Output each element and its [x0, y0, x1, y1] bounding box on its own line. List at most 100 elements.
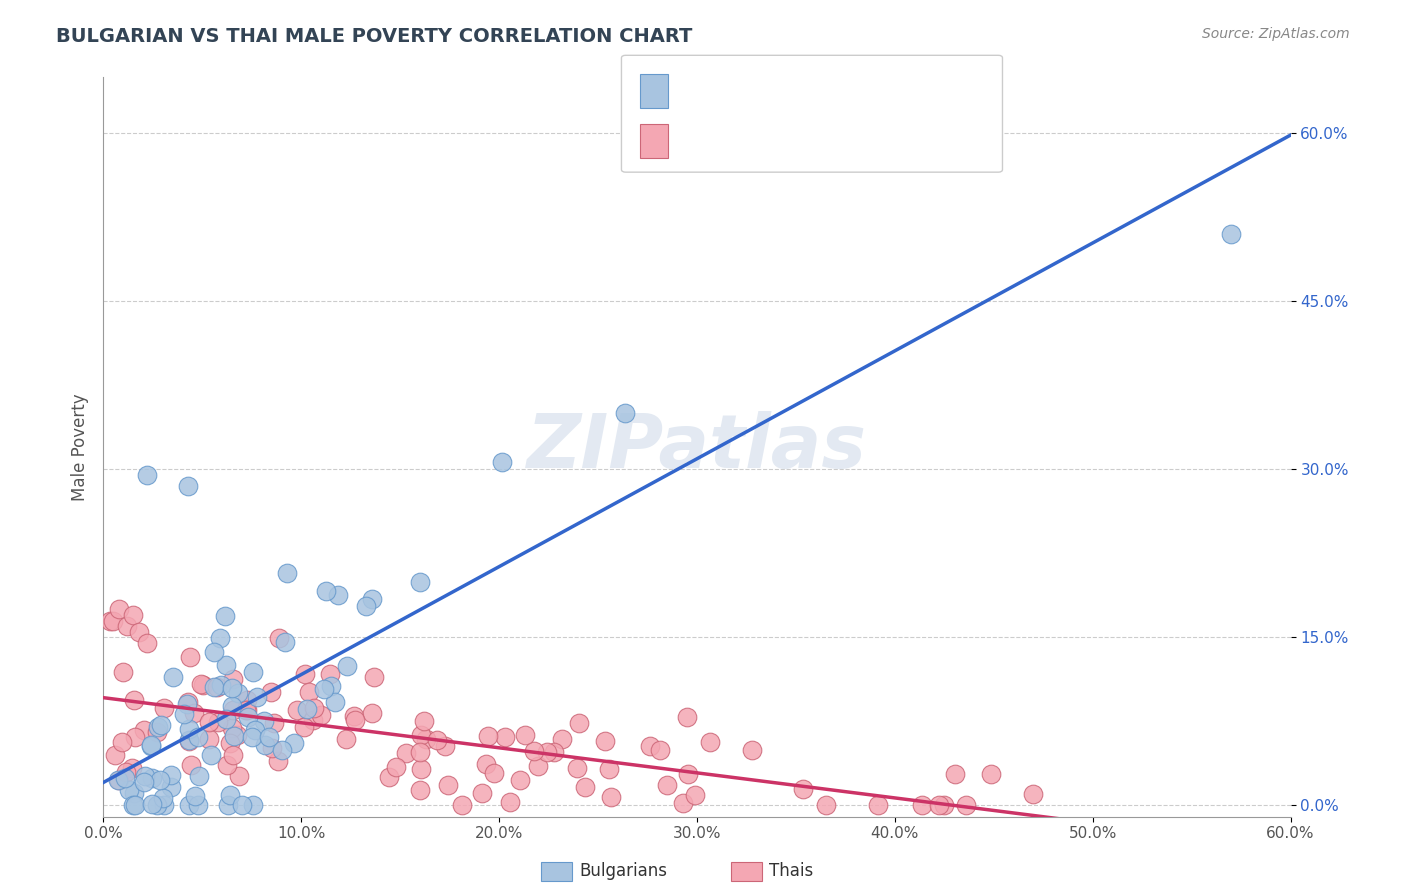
Point — [254, 738, 277, 752]
Point — [231, 798, 253, 813]
Y-axis label: Male Poverty: Male Poverty — [72, 393, 89, 500]
Point — [246, 690, 269, 705]
Point — [361, 706, 384, 720]
Point — [107, 772, 129, 787]
Point — [1022, 787, 1045, 801]
Point — [527, 758, 550, 772]
Point — [100, 614, 122, 628]
Point — [513, 727, 536, 741]
Point — [191, 678, 214, 692]
Point — [132, 774, 155, 789]
Point — [177, 798, 200, 813]
Point — [124, 786, 146, 800]
Text: -0.625: -0.625 — [728, 128, 793, 146]
Point — [209, 631, 232, 645]
Point — [225, 728, 247, 742]
Point — [114, 771, 136, 785]
Point — [491, 455, 513, 469]
Point — [124, 798, 146, 813]
Point — [176, 697, 198, 711]
Point — [295, 702, 318, 716]
Point — [160, 780, 183, 794]
Text: Thais: Thais — [769, 863, 813, 880]
Point — [415, 731, 437, 746]
Point — [792, 782, 814, 797]
Point — [242, 665, 264, 679]
Point — [699, 735, 721, 749]
Point — [363, 670, 385, 684]
Point — [437, 779, 460, 793]
Point — [298, 685, 321, 699]
Point — [128, 624, 150, 639]
Text: R =: R = — [679, 128, 718, 146]
Point — [221, 681, 243, 695]
Point — [657, 778, 679, 792]
Point — [141, 739, 163, 753]
Point — [451, 798, 474, 813]
Point — [224, 729, 246, 743]
Point — [121, 761, 143, 775]
Text: BULGARIAN VS THAI MALE POVERTY CORRELATION CHART: BULGARIAN VS THAI MALE POVERTY CORRELATI… — [56, 27, 693, 45]
Point — [184, 789, 207, 803]
Point — [146, 798, 169, 813]
Point — [221, 672, 243, 686]
Point — [598, 762, 620, 776]
Point — [509, 772, 531, 787]
Point — [269, 631, 291, 645]
Point — [945, 767, 967, 781]
Point — [955, 798, 977, 813]
Point — [409, 762, 432, 776]
Point — [207, 715, 229, 730]
Point — [107, 772, 129, 787]
Text: R =: R = — [679, 78, 718, 96]
Point — [118, 783, 141, 797]
Point — [302, 714, 325, 728]
Point — [318, 666, 340, 681]
Point — [335, 731, 357, 746]
Point — [741, 743, 763, 757]
Point — [593, 734, 616, 748]
Point — [411, 728, 433, 742]
Point — [928, 798, 950, 813]
Point — [215, 712, 238, 726]
Point — [198, 731, 221, 746]
Point — [474, 757, 496, 772]
Point — [226, 686, 249, 700]
Text: N =: N = — [806, 128, 845, 146]
Point — [177, 479, 200, 493]
Point — [135, 468, 157, 483]
Point — [124, 731, 146, 745]
Point — [236, 693, 259, 707]
Point — [176, 695, 198, 709]
Point — [354, 599, 377, 613]
Point — [111, 665, 134, 679]
Point — [253, 714, 276, 728]
Point — [149, 773, 172, 788]
Point — [292, 720, 315, 734]
Point — [648, 743, 671, 757]
Text: Bulgarians: Bulgarians — [579, 863, 668, 880]
Point — [240, 730, 263, 744]
Point — [328, 588, 350, 602]
Point — [395, 746, 418, 760]
Point — [146, 724, 169, 739]
Point — [180, 758, 202, 772]
Point — [115, 619, 138, 633]
Point — [188, 769, 211, 783]
Point — [676, 767, 699, 781]
Point — [274, 635, 297, 649]
Point — [285, 702, 308, 716]
Point — [152, 701, 174, 715]
Point — [433, 739, 456, 753]
Point — [114, 765, 136, 780]
Point — [426, 732, 449, 747]
Point — [409, 782, 432, 797]
Point — [259, 730, 281, 744]
Point — [323, 695, 346, 709]
Point — [312, 682, 335, 697]
Point — [683, 788, 706, 802]
Point — [276, 566, 298, 581]
Point — [235, 703, 257, 717]
Point — [187, 730, 209, 744]
Point — [135, 636, 157, 650]
